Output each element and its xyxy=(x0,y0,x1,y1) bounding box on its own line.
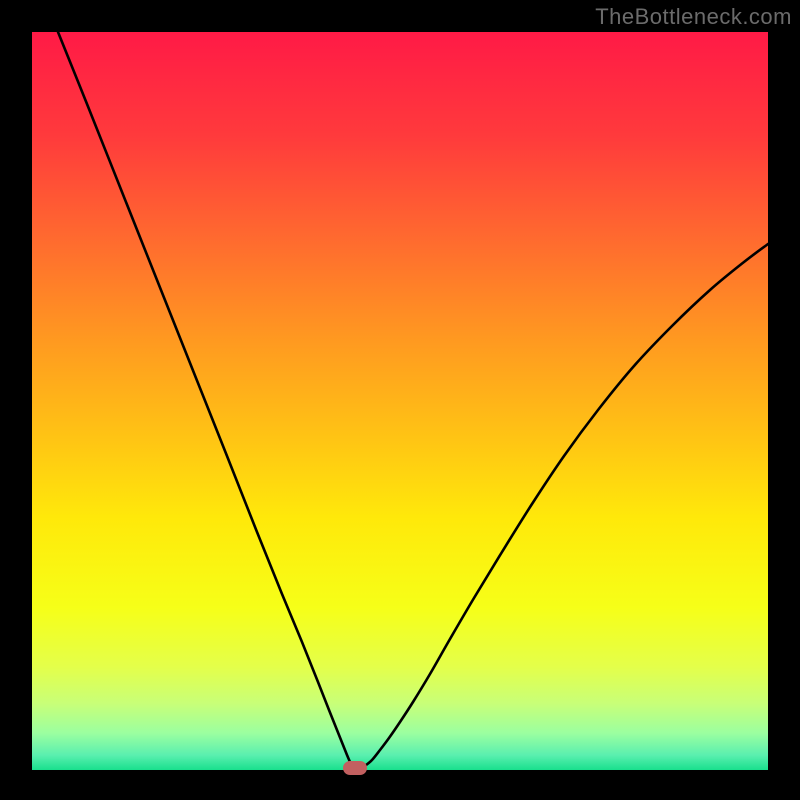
watermark-text: TheBottleneck.com xyxy=(595,4,792,30)
minimum-marker xyxy=(343,761,367,775)
chart-plot-area xyxy=(32,32,768,770)
bottleneck-curve xyxy=(58,32,768,768)
canvas: TheBottleneck.com xyxy=(0,0,800,800)
chart-curve-layer xyxy=(32,32,768,770)
